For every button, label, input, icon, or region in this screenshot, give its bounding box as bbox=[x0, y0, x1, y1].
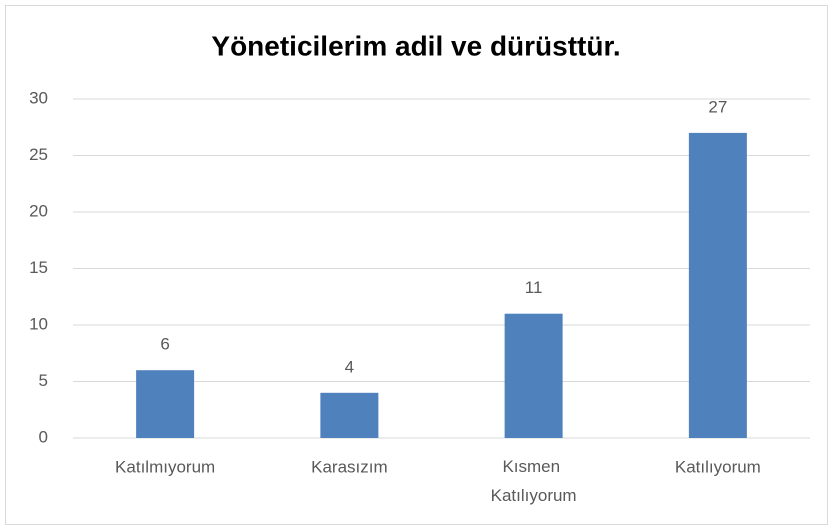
x-tick-label: Kısmen Katılıyorum bbox=[491, 457, 577, 505]
y-tick-label: 25 bbox=[29, 145, 48, 164]
x-tick-label-line: Kısmen bbox=[502, 457, 564, 476]
bar bbox=[504, 313, 563, 438]
data-label: 6 bbox=[160, 335, 169, 354]
data-label: 27 bbox=[708, 97, 727, 116]
y-tick-label: 0 bbox=[39, 427, 48, 446]
x-tick-label: Katılıyorum bbox=[675, 457, 761, 476]
x-tick-label: Katılmıyorum bbox=[115, 457, 215, 476]
data-label: 11 bbox=[525, 278, 543, 297]
y-tick-label: 20 bbox=[29, 201, 48, 220]
y-tick-label: 15 bbox=[29, 258, 48, 277]
y-tick-label: 10 bbox=[29, 314, 48, 333]
x-tick-label: Karasızım bbox=[311, 457, 388, 476]
y-tick-label: 30 bbox=[29, 88, 48, 107]
bar bbox=[136, 370, 195, 438]
chart-title: Yöneticilerim adil ve dürüsttür. bbox=[211, 30, 620, 61]
data-label: 4 bbox=[345, 357, 354, 376]
bar bbox=[320, 392, 379, 438]
bar bbox=[688, 132, 747, 438]
y-tick-label: 5 bbox=[39, 371, 48, 390]
x-tick-label-line: Katılıyorum bbox=[491, 486, 577, 505]
